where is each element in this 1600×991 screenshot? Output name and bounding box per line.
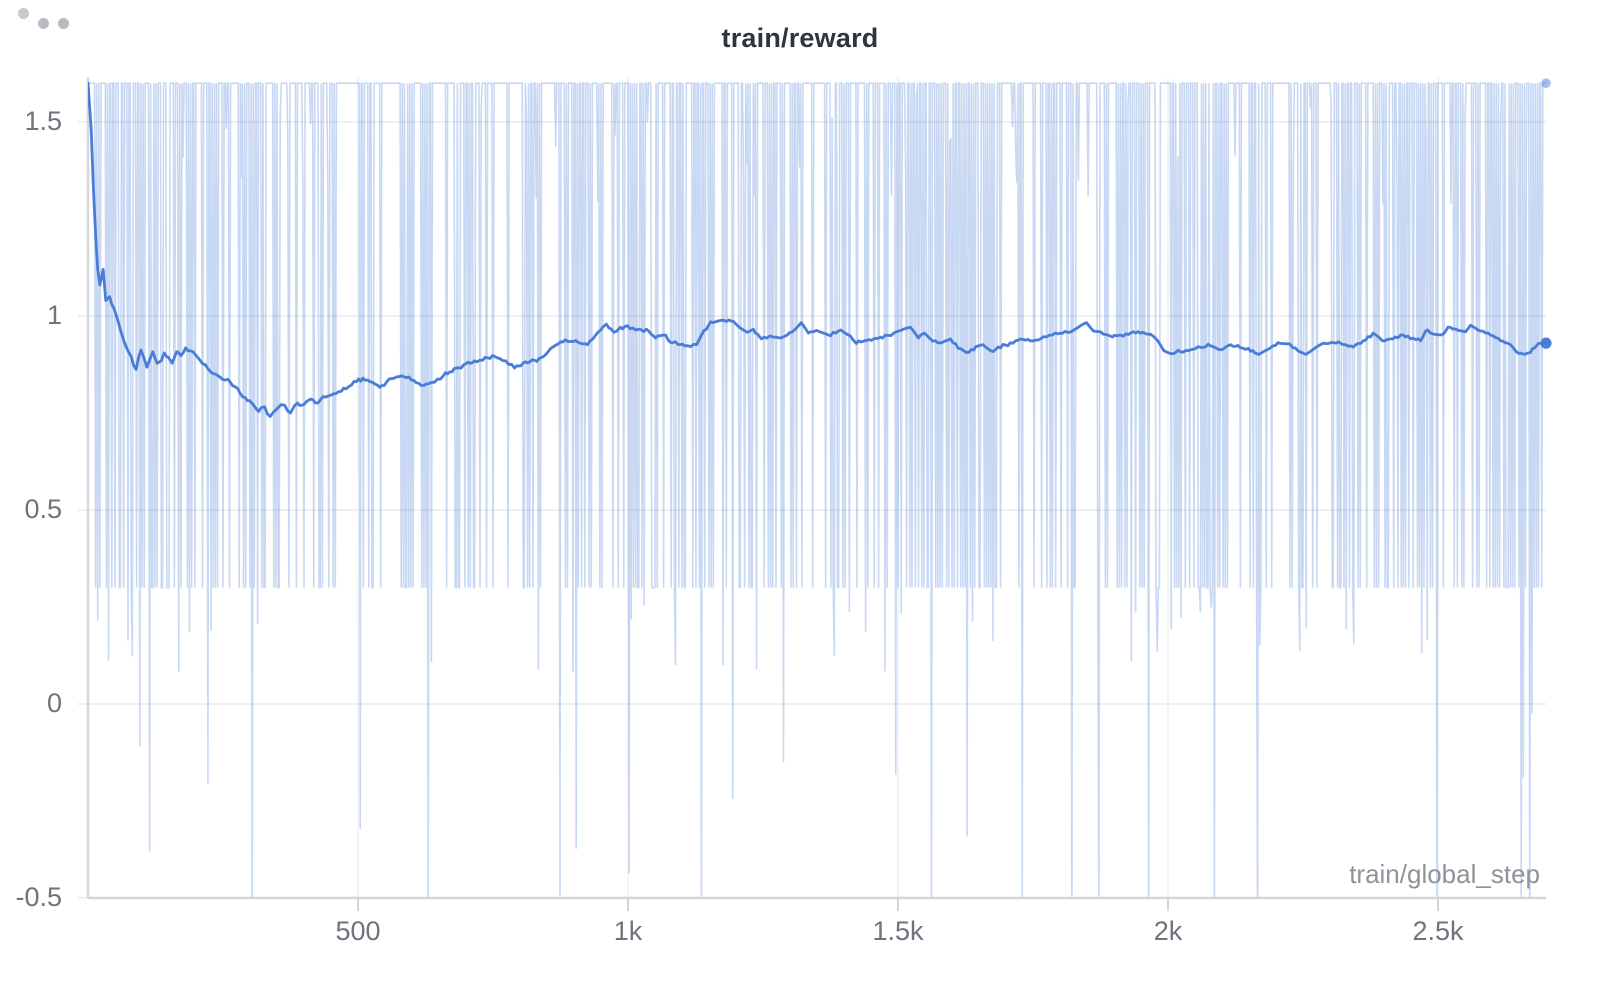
y-axis-tick-label: 1.5: [24, 105, 62, 136]
raw-series-line: [88, 82, 1546, 898]
raw-last-point-marker: [1541, 78, 1551, 88]
drag-handle-dot-icon: [37, 17, 49, 29]
y-axis-tick-label: 0: [46, 687, 62, 718]
smoothed-series-line: [88, 81, 1546, 418]
y-axis-tick-label: 1: [46, 299, 62, 330]
x-axis-tick-label: 1.5k: [872, 916, 924, 946]
x-axis-label: train/global_step: [1349, 859, 1540, 889]
chart-title: train/reward: [721, 23, 879, 53]
smoothed-last-point-marker: [1540, 337, 1552, 349]
x-axis-tick-label: 2k: [1153, 916, 1183, 946]
x-axis-tick-label: 2.5k: [1412, 916, 1464, 946]
drag-handle-dot-icon: [17, 7, 29, 19]
panel-drag-handle[interactable]: [0, 0, 80, 40]
x-axis-tick-label: 1k: [613, 916, 643, 946]
y-axis-tick-label: -0.5: [15, 881, 62, 912]
drag-handle-dot-icon: [57, 17, 69, 29]
y-axis-tick-label: 0.5: [24, 493, 62, 524]
x-axis-tick-label: 500: [335, 916, 381, 946]
